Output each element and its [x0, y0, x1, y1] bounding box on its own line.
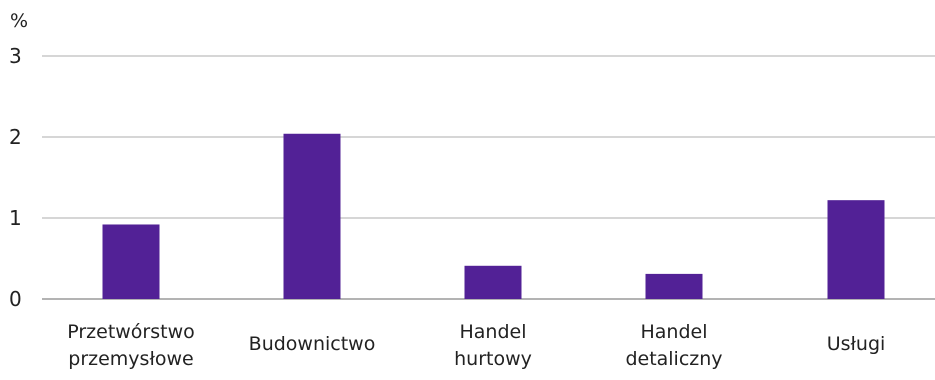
x-category-label-line: hurtowy	[454, 348, 532, 370]
bar	[827, 200, 885, 299]
x-category-label-line: Przetwórstwo	[67, 321, 195, 343]
y-axis-unit-label: %	[10, 10, 28, 32]
x-category-label: Przetwórstwo przemysłowe	[67, 321, 195, 370]
x-category-label: Usługi	[827, 333, 886, 355]
bars	[102, 133, 885, 299]
x-category-label-line: przemysłowe	[68, 348, 193, 370]
x-category-label-line: detaliczny	[625, 348, 722, 370]
x-category-label: Handel detaliczny	[625, 321, 722, 370]
y-tick-label: 1	[9, 206, 22, 230]
gridlines	[42, 55, 935, 300]
x-category-label: Handel hurtowy	[454, 321, 532, 370]
y-tick-label: 2	[9, 125, 22, 149]
bar	[645, 273, 703, 299]
x-category-label-line: Handel	[459, 321, 526, 343]
y-tick-label: 3	[9, 44, 22, 68]
bar	[283, 133, 341, 299]
x-category-label-line: Handel	[640, 321, 707, 343]
bar	[464, 265, 522, 299]
labels: % 0 1 2 3 Przetwórstwo przemysłowe Budownictwo…	[9, 10, 885, 370]
bar	[102, 224, 160, 299]
x-category-label: Budownictwo	[249, 333, 376, 355]
y-tick-label: 0	[9, 287, 22, 311]
x-category-label-line: Budownictwo	[249, 333, 376, 355]
x-category-label-line: Usługi	[827, 333, 886, 355]
